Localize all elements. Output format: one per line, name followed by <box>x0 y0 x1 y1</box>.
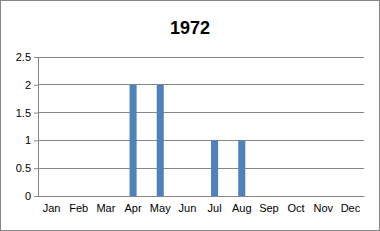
bars <box>130 85 246 196</box>
bar <box>157 85 164 196</box>
bar <box>320 196 327 197</box>
x-tick: Sep <box>259 196 279 214</box>
bar <box>347 196 354 197</box>
grid <box>38 57 364 196</box>
x-tick-label: Sep <box>259 202 279 214</box>
title: 1972 <box>170 18 210 38</box>
y-tick-label: 2.5 <box>16 51 31 63</box>
x-tick-label: Feb <box>69 202 88 214</box>
x-tick-label: Apr <box>125 202 142 214</box>
x-tick: Jul <box>208 196 222 214</box>
x-tick-label: Jul <box>208 202 222 214</box>
x-tick: Aug <box>232 196 252 214</box>
y-tick-label: 0.5 <box>16 162 31 174</box>
grid-line <box>38 112 364 113</box>
x-tick-label: May <box>150 202 171 214</box>
y-tick-mark <box>34 168 38 169</box>
chart-border <box>1 1 380 231</box>
x-tick: Nov <box>313 196 333 214</box>
x-tick: May <box>150 196 171 214</box>
x-tick: Feb <box>69 196 88 214</box>
y-tick: 2.5 <box>16 51 38 63</box>
x-tick: Mar <box>96 196 115 214</box>
y-tick: 2 <box>25 79 38 91</box>
bar <box>102 196 109 197</box>
x-tick: Dec <box>341 196 361 214</box>
x-axis: Jan Feb Mar Apr May Jun Jul Aug Sep Oct Nov Dec <box>39 196 365 214</box>
x-tick: Jun <box>179 196 197 214</box>
x-tick: Jan <box>43 196 61 214</box>
y-tick: 1 <box>25 134 38 146</box>
x-tick-label: Aug <box>232 202 252 214</box>
y-axis: 0 0.5 1 1.5 2 2.5 <box>16 51 39 202</box>
bar <box>265 196 272 197</box>
y-tick-mark <box>34 140 38 141</box>
grid-line <box>38 57 364 58</box>
y-tick-label: 0 <box>25 190 31 202</box>
y-tick: 1.5 <box>16 107 38 119</box>
y-tick-mark <box>34 196 38 197</box>
x-tick-label: Oct <box>288 202 305 214</box>
x-axis-line <box>39 196 365 197</box>
x-tick-label: Mar <box>96 202 115 214</box>
grid-line <box>38 140 364 141</box>
y-tick-label: 2 <box>25 79 31 91</box>
grid-line <box>38 196 364 197</box>
plot: 0 0.5 1 1.5 2 2.5 Jan Feb Mar Apr May Jun Jul Aug Sep O… <box>16 51 365 214</box>
bar <box>211 140 218 196</box>
y-axis-line <box>38 58 39 197</box>
grid-line <box>38 84 364 85</box>
bar <box>293 196 300 197</box>
x-tick: Oct <box>288 196 305 214</box>
y-tick-mark <box>34 57 38 58</box>
x-tick-label: Dec <box>341 202 361 214</box>
bar <box>48 196 55 197</box>
grid-line <box>38 168 364 169</box>
y-tick-label: 1 <box>25 134 31 146</box>
x-tick-label: Jan <box>43 202 61 214</box>
y-tick-mark <box>34 85 38 86</box>
y-tick: 0.5 <box>16 162 38 174</box>
bar <box>75 196 82 197</box>
bar <box>130 85 137 196</box>
chart: 0 0.5 1 1.5 2 2.5 Jan Feb Mar Apr May Jun Jul Aug Sep O… <box>0 0 380 231</box>
bar <box>238 140 245 196</box>
x-tick-label: Nov <box>313 202 333 214</box>
y-tick-label: 1.5 <box>16 107 31 119</box>
x-tick-label: Jun <box>179 202 197 214</box>
y-tick-mark <box>34 113 38 114</box>
y-tick: 0 <box>25 190 38 202</box>
bar <box>184 196 191 197</box>
x-tick: Apr <box>125 196 142 214</box>
